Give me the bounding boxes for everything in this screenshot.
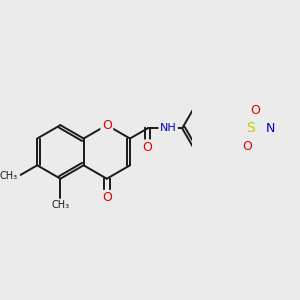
Text: O: O <box>102 191 112 204</box>
Text: O: O <box>102 118 112 132</box>
Text: O: O <box>250 104 260 117</box>
Text: S: S <box>247 121 255 135</box>
Text: O: O <box>242 140 252 153</box>
Text: CH₃: CH₃ <box>51 200 70 210</box>
Text: O: O <box>143 141 153 154</box>
Text: N: N <box>266 122 275 135</box>
Text: NH: NH <box>160 123 176 133</box>
Text: CH₃: CH₃ <box>0 171 18 181</box>
